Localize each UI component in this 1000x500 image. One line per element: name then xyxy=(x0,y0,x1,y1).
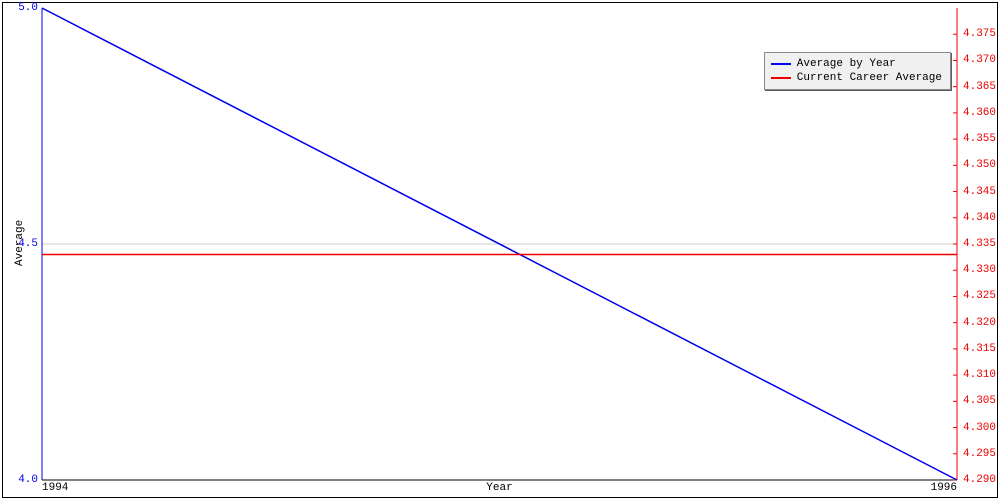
chart-container: Average Year Average by YearCurrent Care… xyxy=(0,0,1000,500)
tick-label: 4.375 xyxy=(963,29,996,40)
tick-label: 4.370 xyxy=(963,55,996,66)
x-axis-label: Year xyxy=(486,483,512,494)
legend-item: Average by Year xyxy=(771,57,942,71)
tick-label: 1994 xyxy=(42,483,68,494)
legend-swatch xyxy=(771,77,791,79)
legend-item: Current Career Average xyxy=(771,71,942,85)
tick-label: 4.335 xyxy=(963,239,996,250)
tick-label: 4.310 xyxy=(963,370,996,381)
legend-label: Average by Year xyxy=(797,58,896,70)
tick-label: 4.290 xyxy=(963,475,996,486)
tick-label: 5.0 xyxy=(18,3,38,14)
tick-label: 4.295 xyxy=(963,449,996,460)
legend-label: Current Career Average xyxy=(797,72,942,84)
tick-label: 4.0 xyxy=(18,475,38,486)
tick-label: 4.330 xyxy=(963,265,996,276)
tick-label: 4.325 xyxy=(963,291,996,302)
tick-label: 4.5 xyxy=(18,239,38,250)
tick-label: 4.340 xyxy=(963,213,996,224)
tick-label: 4.355 xyxy=(963,134,996,145)
tick-label: 4.360 xyxy=(963,108,996,119)
tick-label: 4.350 xyxy=(963,160,996,171)
tick-label: 4.315 xyxy=(963,344,996,355)
tick-label: 1996 xyxy=(931,483,957,494)
tick-label: 4.365 xyxy=(963,82,996,93)
legend: Average by Year Current Career Average xyxy=(764,52,951,90)
tick-label: 4.305 xyxy=(963,396,996,407)
tick-label: 4.300 xyxy=(963,423,996,434)
tick-label: 4.345 xyxy=(963,187,996,198)
tick-label: 4.320 xyxy=(963,318,996,329)
legend-swatch xyxy=(771,63,791,65)
